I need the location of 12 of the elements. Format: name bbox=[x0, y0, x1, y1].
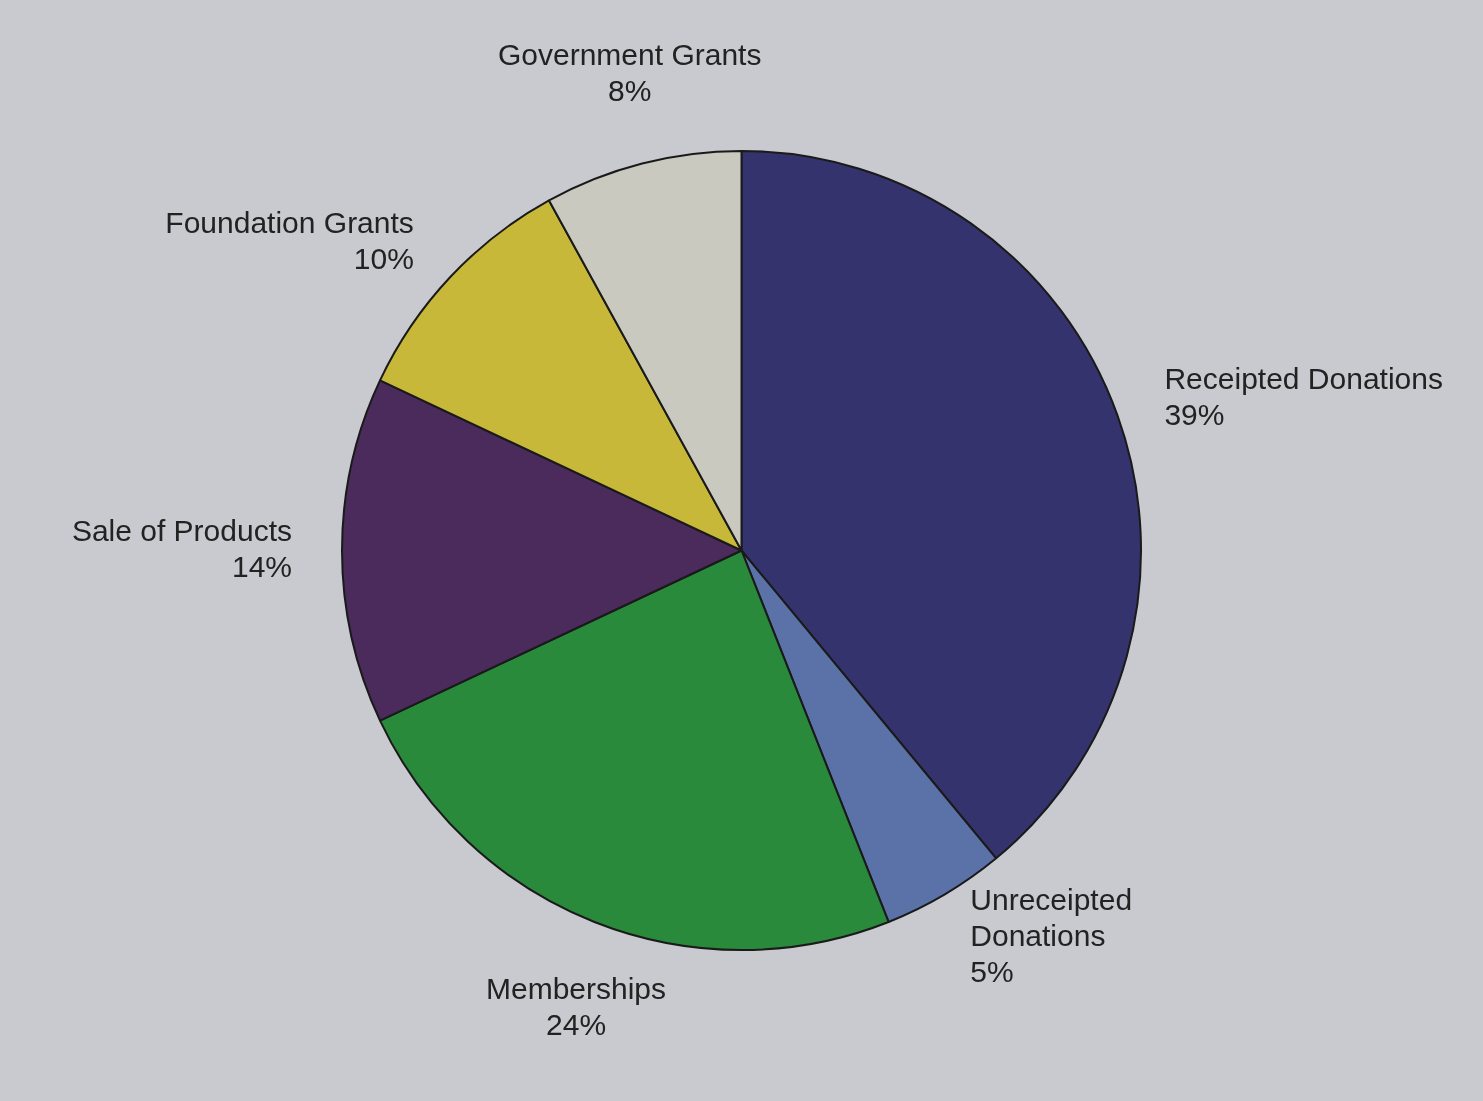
slice-label: Government Grants bbox=[498, 38, 762, 72]
data-label: 14% bbox=[231, 549, 292, 583]
data-label: 10% bbox=[353, 242, 414, 276]
data-label: 5% bbox=[970, 954, 1014, 988]
slice-label: Sale of Products bbox=[71, 513, 292, 547]
slice-label: Foundation Grants bbox=[165, 206, 414, 240]
data-label: 39% bbox=[1164, 397, 1225, 431]
data-label: 24% bbox=[546, 1007, 607, 1041]
slice-label: Receipted Donations bbox=[1164, 361, 1443, 395]
data-label: 8% bbox=[608, 74, 652, 108]
slice-label: Memberships bbox=[486, 971, 667, 1005]
slice-label: Unreceipted Donations bbox=[970, 882, 1133, 952]
